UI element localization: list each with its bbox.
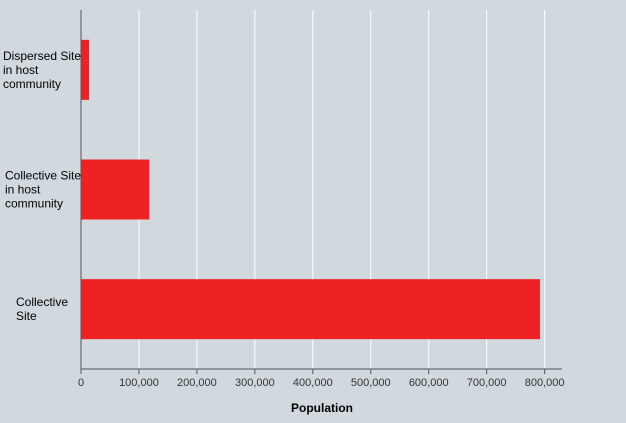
category-label: Dispersed Site in host community: [3, 49, 81, 91]
bar: [81, 279, 540, 340]
category-labels: Dispersed Site in host community Collective…: [3, 49, 81, 323]
bar: [81, 159, 150, 220]
x-tick-label: 0: [78, 377, 84, 389]
x-tick-label: 200,000: [177, 377, 217, 389]
x-tick-label: 300,000: [235, 377, 275, 389]
x-axis-title: Population: [291, 401, 353, 415]
x-tick-label: 500,000: [351, 377, 391, 389]
x-tick-label: 100,000: [119, 377, 159, 389]
gridlines: [138, 10, 546, 369]
x-tick-label: 700,000: [467, 377, 507, 389]
x-tick-label: 800,000: [525, 377, 565, 389]
x-axis: 0 100,000 200,000 300,000 400,000 500,000 600,…: [78, 10, 565, 389]
category-label: Collective Site: [16, 295, 68, 323]
bar: [81, 39, 90, 100]
category-label: Collective Site in host community: [5, 169, 81, 211]
bars: [81, 39, 540, 340]
x-tick-label: 400,000: [293, 377, 333, 389]
x-tick-label: 600,000: [409, 377, 449, 389]
